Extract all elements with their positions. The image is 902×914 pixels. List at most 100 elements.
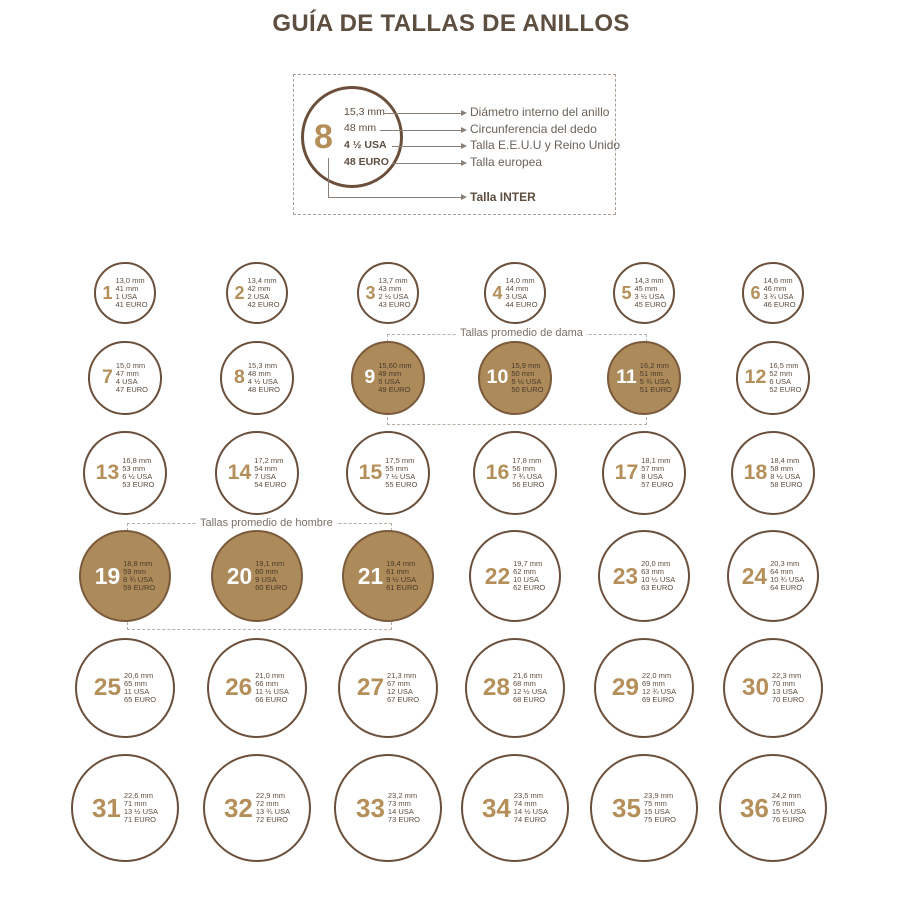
ring-usa-size: 3 ½ USA — [634, 292, 665, 301]
ring-content: 13 16,8 mm 53 mm 6 ½ USA 53 EURO — [85, 433, 165, 513]
ring-circumference: 60 mm — [255, 566, 279, 576]
legend-circumference: 48 mm — [344, 122, 377, 134]
ring-euro-size: 57 EURO — [641, 480, 674, 490]
ring-measurements: 23,5 mm 74 mm 14 ½ USA 74 EURO — [514, 791, 548, 824]
ring-circumference: 42 mm — [247, 283, 271, 293]
ring-content: 3 13,7 mm 43 mm 2 ½ USA 43 EURO — [359, 264, 417, 322]
ring-euro-size: 66 EURO — [255, 695, 288, 705]
ring-circumference: 54 mm — [254, 463, 278, 473]
ring-circumference: 55 mm — [385, 463, 409, 473]
ring-euro-size: 73 EURO — [387, 815, 421, 825]
ring-measurements: 21,6 mm 68 mm 12 ½ USA 68 EURO — [512, 671, 548, 704]
ring-measurements: 15,9 mm 50 mm 5 ½ USA 50 EURO — [511, 360, 544, 395]
ring-usa-size: 8 ½ USA — [770, 472, 801, 481]
ring-measurements: 22,9 mm 72 mm 13 ¾ USA 72 EURO — [255, 791, 290, 825]
ring-usa-size: 12 ½ USA — [512, 687, 548, 696]
ring-euro-size: 70 EURO — [772, 695, 805, 705]
ring-measurements: 17,2 mm 54 mm 7 USA 54 EURO — [254, 455, 286, 489]
ring-circumference: 67 mm — [387, 678, 410, 688]
ring-size-10: 10 15,9 mm 50 mm 5 ½ USA 50 EURO — [478, 341, 552, 415]
ring-circumference: 61 mm — [386, 566, 410, 576]
ring-measurements: 15,3 mm 48 mm 4 ½ USA 48 EURO — [247, 361, 280, 395]
ring-circumference: 47 mm — [115, 368, 139, 378]
ring-circumference: 71 mm — [123, 798, 147, 808]
ring-diameter: 22,3 mm — [772, 670, 802, 680]
ring-diameter: 17,2 mm — [254, 455, 284, 465]
ring-content: 10 15,9 mm 50 mm 5 ½ USA 50 EURO — [480, 343, 550, 413]
ring-number: 34 — [481, 793, 511, 823]
ring-usa-size: 10 USA — [513, 575, 539, 584]
ring-diameter: 15,9 mm — [511, 360, 541, 370]
ring-size-21: 21 19,4 mm 61 mm 9 ½ USA 61 EURO — [342, 530, 434, 622]
ring-euro-size: 43 EURO — [378, 300, 411, 310]
ring-euro-size: 51 EURO — [639, 385, 672, 395]
ring-content: 4 14,0 mm 44 mm 3 USA 44 EURO — [486, 264, 544, 322]
ring-measurements: 18,8 mm 59 mm 8 ¾ USA 59 EURO — [123, 559, 156, 593]
ring-number: 22 — [484, 562, 511, 589]
ring-number: 18 — [743, 461, 768, 485]
ring-euro-size: 42 EURO — [247, 300, 280, 310]
ring-euro-size: 50 EURO — [511, 385, 544, 395]
ring-measurements: 15,60 mm 49 mm 5 USA 49 EURO — [378, 361, 411, 394]
ring-size-30: 30 22,3 mm 70 mm 13 USA 70 EURO — [723, 638, 823, 738]
ring-diameter: 20,3 mm — [770, 558, 800, 568]
ring-number: 17 — [614, 461, 639, 485]
ring-circumference: 70 mm — [772, 678, 795, 688]
ring-usa-size: 9 ½ USA — [386, 575, 417, 584]
ring-circumference: 56 mm — [512, 463, 536, 473]
ring-content: 18 18,4 mm 58 mm 8 ½ USA 58 EURO — [733, 433, 813, 513]
ring-content: 28 21,6 mm 68 mm 12 ½ USA 68 EURO — [467, 640, 563, 736]
ring-number: 30 — [741, 673, 770, 701]
ring-usa-size: 7 ¾ USA — [512, 472, 543, 481]
ring-usa-size: 9 USA — [255, 575, 277, 584]
ring-content: 19 18,8 mm 59 mm 8 ¾ USA 59 EURO — [81, 532, 169, 620]
ring-measurements: 21,3 mm 67 mm 12 USA 67 EURO — [387, 671, 419, 704]
ring-size-2: 2 13,4 mm 42 mm 2 USA 42 EURO — [226, 262, 288, 324]
legend-box — [293, 74, 616, 215]
ring-diameter: 13,0 mm — [115, 275, 145, 285]
ring-diameter: 18,1 mm — [641, 455, 671, 465]
legend-connector-circumference — [380, 130, 462, 131]
ring-euro-size: 48 EURO — [247, 385, 280, 395]
ring-circumference: 64 mm — [770, 566, 793, 576]
ring-euro-size: 69 EURO — [641, 695, 675, 705]
ring-euro-size: 60 EURO — [255, 583, 288, 593]
ring-circumference: 75 mm — [643, 798, 667, 808]
ring-diameter: 15,0 mm — [115, 360, 146, 370]
ring-usa-size: 10 ½ USA — [641, 575, 676, 584]
ring-measurements: 21,0 mm 66 mm 11 ½ USA 66 EURO — [255, 671, 289, 705]
ring-euro-size: 44 EURO — [505, 300, 538, 310]
ring-size-12: 12 16,5 mm 52 mm 6 USA 52 EURO — [736, 341, 810, 415]
legend-connector-usa — [392, 146, 462, 147]
ring-usa-size: 8 USA — [641, 472, 663, 481]
ring-euro-size: 47 EURO — [115, 385, 148, 395]
ring-number: 25 — [93, 673, 122, 701]
legend-connector-inter-vertical — [328, 158, 329, 198]
ring-number: 31 — [91, 793, 121, 823]
legend-arrow-inter — [461, 194, 467, 200]
ring-content: 1 13,0 mm 41 mm 1 USA 41 EURO — [96, 264, 154, 322]
ring-size-28: 28 21,6 mm 68 mm 12 ½ USA 68 EURO — [465, 638, 565, 738]
ring-diameter: 22,0 mm — [641, 670, 672, 680]
ring-content: 6 14,6 mm 46 mm 3 ¾ USA 46 EURO — [744, 264, 802, 322]
ring-usa-size: 5 ¾ USA — [639, 377, 670, 386]
ring-euro-size: 72 EURO — [255, 815, 288, 825]
ring-measurements: 22,6 mm 71 mm 13 ½ USA 71 EURO — [123, 791, 158, 825]
ring-usa-size: 6 USA — [769, 377, 792, 386]
ring-measurements: 16,8 mm 53 mm 6 ½ USA 53 EURO — [122, 456, 154, 489]
legend-connector-euro — [392, 163, 462, 164]
ring-size-33: 33 23,2 mm 73 mm 14 USA 73 EURO — [334, 754, 442, 862]
legend-desc-diameter: Diámetro interno del anillo — [470, 105, 610, 119]
ring-content: 27 21,3 mm 67 mm 12 USA 67 EURO — [340, 640, 436, 736]
ring-content: 20 19,1 mm 60 mm 9 USA 60 EURO — [213, 532, 301, 620]
ring-euro-size: 45 EURO — [634, 300, 667, 310]
ring-euro-size: 59 EURO — [123, 583, 156, 593]
ring-content: 22 19,7 mm 62 mm 10 USA 62 EURO — [471, 532, 559, 620]
ring-usa-size: 5 USA — [378, 377, 400, 386]
ring-usa-size: 11 USA — [124, 687, 150, 696]
ring-diameter: 14,6 mm — [763, 275, 793, 285]
ring-size-23: 23 20,0 mm 63 mm 10 ½ USA 63 EURO — [598, 530, 690, 622]
legend-desc-circumference: Circunferencia del dedo — [470, 122, 597, 136]
ring-euro-size: 71 EURO — [123, 815, 156, 825]
ring-measurements: 14,3 mm 45 mm 3 ½ USA 45 EURO — [634, 276, 667, 310]
